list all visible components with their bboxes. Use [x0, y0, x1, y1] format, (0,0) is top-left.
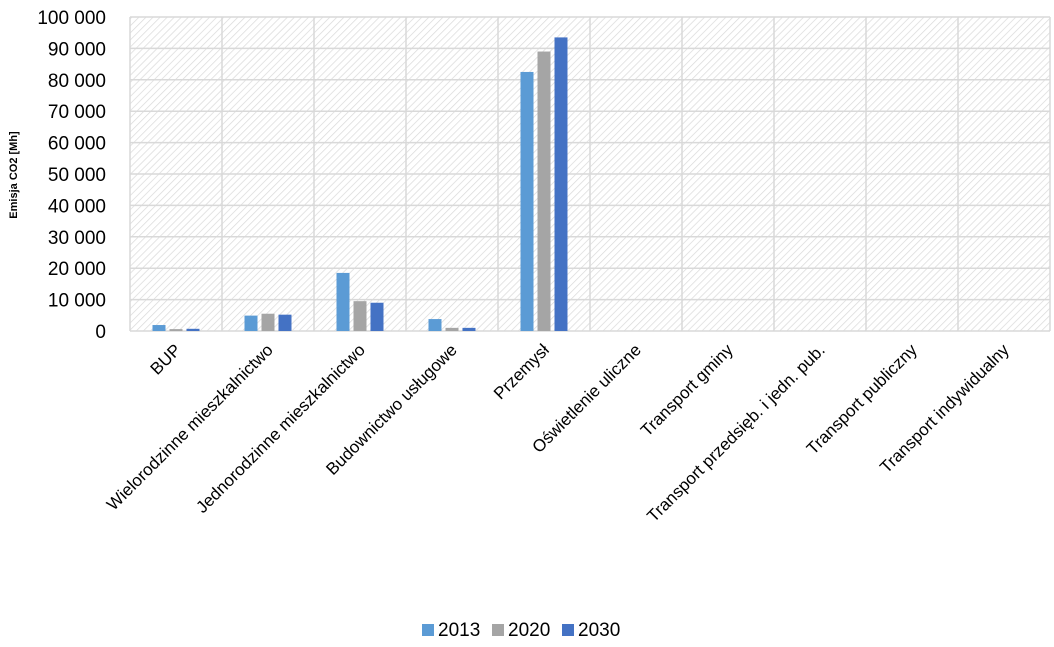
y-tick-label: 100 000 [37, 8, 106, 29]
legend: 2013 2020 2030 [422, 620, 620, 641]
bar-2013 [244, 315, 258, 331]
y-tick-label: 40 000 [48, 196, 106, 217]
bar-2020 [169, 329, 183, 331]
legend-label: 2013 [438, 620, 480, 641]
bar-2030 [462, 327, 476, 331]
x-category-label: Wielorodzinne mieszkalnictwo [103, 340, 277, 514]
y-tick-label: 10 000 [48, 291, 106, 312]
bars [152, 37, 568, 331]
bar-2013 [520, 71, 534, 331]
legend-swatch [562, 624, 574, 636]
y-tick-label: 80 000 [48, 71, 106, 92]
y-tick-label: 50 000 [48, 165, 106, 186]
y-axis-ticks: 0 10 000 20 000 30 000 40 000 50 000 60 000 70 … [37, 8, 106, 343]
bar-2013 [336, 272, 350, 331]
x-category-label: BUP [147, 340, 185, 378]
x-category-label: Jednorodzinne mieszkalnictwo [192, 340, 368, 516]
legend-label: 2030 [578, 620, 620, 641]
y-axis-label: Emisja CO2 [Mh] [8, 131, 20, 219]
x-category-label: Transport przedsięb. i jedn. pub. [643, 340, 828, 525]
y-tick-label: 20 000 [48, 259, 106, 280]
y-tick-label: 70 000 [48, 102, 106, 123]
bar-2020 [353, 301, 367, 331]
y-tick-label: 60 000 [48, 134, 106, 155]
y-tick-label: 30 000 [48, 228, 106, 249]
gridlines [129, 16, 1051, 332]
bar-2030 [278, 314, 292, 331]
x-category-label: Przemysł [490, 340, 553, 403]
bar-2020 [537, 51, 551, 331]
bar-2030 [370, 302, 384, 331]
bar-2013 [428, 319, 442, 331]
bar-2020 [445, 327, 459, 331]
legend-swatch [492, 624, 504, 636]
bar-2030 [186, 328, 200, 331]
y-tick-label: 0 [95, 322, 106, 343]
legend-swatch [422, 624, 434, 636]
bar-2013 [152, 325, 166, 331]
legend-label: 2020 [508, 620, 550, 641]
bar-2020 [261, 313, 275, 331]
bar-2030 [554, 37, 568, 331]
x-category-label: Transport gminy [637, 340, 737, 440]
y-tick-label: 90 000 [48, 39, 106, 60]
